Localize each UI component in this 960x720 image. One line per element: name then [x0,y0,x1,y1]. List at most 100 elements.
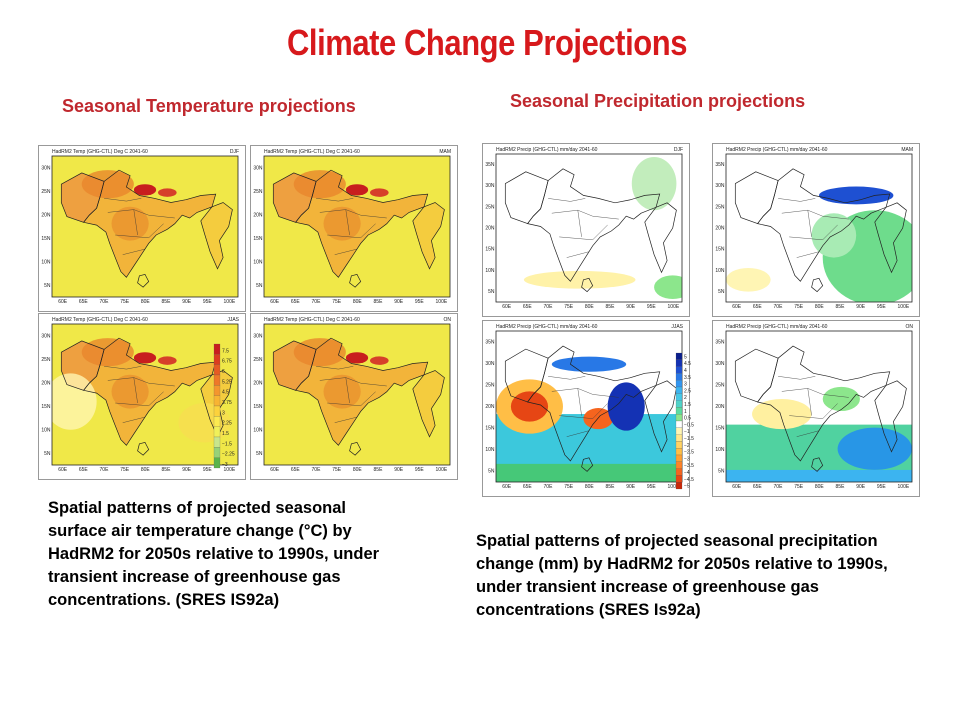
precipitation-heading: Seasonal Precipitation projections [510,91,806,111]
colorbar-swatch [675,475,683,483]
temperature-heading: Seasonal Temperature projections [62,96,356,116]
colorbar-swatch [213,426,221,438]
lon-tick-label: 65E [753,484,763,490]
lon-tick-label: 80E [585,304,595,310]
colorbar-swatch [675,359,683,367]
lat-tick-label: 25N [41,357,51,363]
colorbar-swatch [213,416,221,427]
colorbar-swatch [675,434,683,442]
colorbar-label: 3.5 [684,375,691,381]
lon-tick-label: 60E [58,299,68,305]
colorbar-label: 1.5 [222,431,229,437]
lon-tick-label: 95E [415,299,425,305]
lat-tick-label: 10N [253,259,263,265]
lat-tick-label: 5N [488,469,495,475]
colorbar-swatch [675,448,683,456]
lat-tick-label: 30N [253,333,263,339]
map-season-label: ON [444,317,452,323]
lon-tick-label: 60E [732,484,742,490]
lat-tick-label: 20N [485,404,495,410]
lon-tick-label: 100E [224,467,236,473]
precip-colorbar: 54.543.532.521.510.5−0.5−1−1.5−2−2.5−3−3… [675,352,694,490]
lat-tick-label: 10N [715,447,725,453]
lon-tick-label: 70E [312,299,322,305]
lat-tick-label: 5N [256,451,263,457]
lon-tick-label: 75E [564,484,574,490]
lon-tick-label: 80E [585,484,595,490]
lat-tick-label: 5N [44,283,51,289]
lat-tick-label: 25N [715,382,725,388]
temp-map-mam: HadRM2 Temp (GHG-CTL) Deg C 2041-60 MAM 30… [250,145,458,312]
temp-map-on-svg: HadRM2 Temp (GHG-CTL) Deg C 2041-60 ON 30N… [253,317,452,473]
lon-tick-label: 60E [270,467,280,473]
lon-tick-label: 70E [312,467,322,473]
lon-tick-label: 70E [544,304,554,310]
temp-colorbar: 7.5 6.75 6 5.25 4.5 3.75 3 2.25 1.5 −1.5 −2.25 −3 [213,343,235,469]
colorbar-swatch [213,395,221,407]
colorbar-label: 0.5 [684,416,691,422]
map-panel-title: HadRM2 Precip (GHG-CTL) mm/day 2041-60 [726,147,828,153]
colorbar-swatch [675,386,683,394]
lon-tick-label: 80E [815,304,825,310]
colorbar-swatch [675,407,683,415]
colorbar-swatch [213,457,221,469]
lon-tick-label: 60E [502,484,512,490]
lon-tick-label: 90E [182,467,192,473]
lat-tick-label: 15N [41,236,51,242]
colorbar-label: −5 [684,484,690,490]
colorbar-label: −3.5 [684,463,694,469]
lon-tick-label: 65E [291,467,301,473]
lon-tick-label: 85E [162,467,172,473]
lon-tick-label: 80E [353,299,363,305]
lon-tick-label: 95E [647,304,657,310]
lon-tick-label: 90E [626,484,636,490]
temp-map-djf: HadRM2 Temp (GHG-CTL) Deg C 2041-60 DJF 30… [38,145,246,312]
map-panel-title: HadRM2 Precip (GHG-CTL) mm/day 2041-60 [496,324,598,330]
colorbar-label: 2.5 [684,388,691,394]
temp-map-mam-svg: HadRM2 Temp (GHG-CTL) Deg C 2041-60 MAM 30… [253,149,451,305]
lat-tick-label: 5N [44,451,51,457]
precip-map-jjas-svg: HadRM2 Precip (GHG-CTL) mm/day 2041-60 JJ… [485,324,683,490]
lat-tick-label: 10N [485,268,495,274]
lon-tick-label: 70E [544,484,554,490]
colorbar-label: 2 [684,395,687,401]
colorbar-swatch [213,405,221,417]
lon-tick-label: 75E [564,304,574,310]
temp-map-djf-svg: HadRM2 Temp (GHG-CTL) Deg C 2041-60 DJF 30… [41,149,239,305]
lat-tick-label: 30N [41,333,51,339]
lon-tick-label: 60E [502,304,512,310]
lon-tick-label: 85E [162,299,172,305]
lon-tick-label: 90E [394,467,404,473]
lat-tick-label: 20N [41,212,51,218]
lon-tick-label: 100E [668,304,680,310]
lon-tick-label: 95E [203,467,213,473]
lat-tick-label: 15N [253,236,263,242]
precip-map-mam-svg: HadRM2 Precip (GHG-CTL) mm/day 2041-60 MA… [715,147,913,310]
colorbar-swatch [213,447,221,458]
lat-tick-label: 30N [715,183,725,189]
lon-tick-label: 80E [815,484,825,490]
lon-tick-label: 70E [774,484,784,490]
colorbar-label: −3 [222,462,228,468]
lon-tick-label: 70E [100,299,110,305]
colorbar-label: −1 [684,429,690,435]
colorbar-label: 3 [222,410,225,416]
precipitation-caption: Spatial patterns of projected seasonal p… [476,532,888,619]
lat-tick-label: 30N [253,165,263,171]
colorbar-label: −2.25 [222,452,235,458]
lon-tick-label: 75E [120,299,130,305]
lat-tick-label: 20N [485,226,495,232]
lat-tick-label: 15N [485,247,495,253]
colorbar-swatch [675,454,683,462]
lat-tick-label: 20N [715,404,725,410]
lon-tick-label: 60E [732,304,742,310]
lon-tick-label: 95E [647,484,657,490]
colorbar-swatch [675,461,683,469]
colorbar-swatch [675,482,683,490]
colorbar-label: −2 [684,443,690,449]
lat-tick-label: 5N [256,283,263,289]
lon-tick-label: 75E [794,484,804,490]
colorbar-swatch [675,373,683,381]
map-panel-title: HadRM2 Precip (GHG-CTL) mm/day 2041-60 [496,147,598,153]
lon-tick-label: 100E [436,299,448,305]
